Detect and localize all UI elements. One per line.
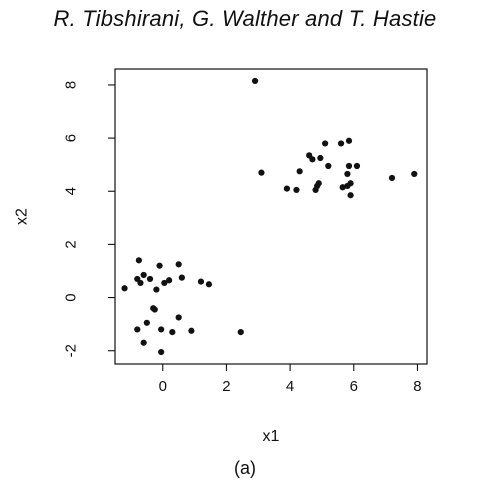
y-tick-label: 2	[63, 240, 80, 248]
data-point	[283, 185, 291, 192]
data-point	[197, 278, 205, 285]
y-axis-title: x2	[14, 208, 31, 225]
x-tick-label: 0	[159, 378, 167, 395]
data-point	[158, 326, 165, 333]
plot-frame	[114, 68, 428, 365]
data-point	[151, 306, 158, 313]
data-point	[347, 192, 354, 199]
x-axis: 0 2 4 6 8	[159, 364, 422, 395]
data-point	[347, 180, 354, 187]
data-point	[388, 174, 396, 182]
y-axis: -2 0 2 4 6 8	[63, 81, 115, 357]
data-point	[251, 77, 259, 85]
data-point	[134, 326, 141, 333]
y-tick-label: 8	[63, 81, 80, 89]
y-tick-label: -2	[63, 344, 80, 357]
data-point	[309, 156, 316, 163]
data-point	[140, 271, 147, 279]
data-point	[411, 170, 418, 178]
data-point	[178, 274, 185, 281]
data-points	[121, 77, 418, 356]
x-axis-title: x1	[263, 428, 280, 445]
author-header: R. Tibshirani, G. Walther and T. Hastie	[53, 6, 437, 31]
data-point	[146, 275, 154, 283]
data-point	[158, 348, 165, 356]
data-point	[188, 327, 195, 334]
data-point	[296, 168, 303, 175]
data-point	[322, 140, 329, 147]
data-point	[169, 329, 176, 336]
y-tick-label: 4	[63, 187, 80, 195]
data-point	[205, 281, 213, 288]
data-point	[344, 170, 351, 178]
data-point	[293, 186, 300, 194]
data-point	[353, 162, 361, 170]
data-point	[140, 339, 147, 346]
data-point	[345, 137, 353, 144]
data-point	[339, 184, 346, 191]
y-tick-label: 6	[63, 134, 80, 142]
data-point	[325, 162, 332, 170]
figure-caption: (a)	[234, 458, 256, 478]
data-point	[137, 279, 144, 287]
data-point	[166, 277, 173, 284]
data-point	[121, 285, 128, 292]
x-tick-label: 6	[350, 378, 358, 395]
data-point	[161, 279, 168, 287]
data-point	[237, 329, 244, 336]
data-point	[345, 162, 353, 170]
data-point	[258, 169, 265, 176]
y-tick-label: 0	[63, 293, 80, 301]
data-point	[175, 314, 182, 321]
data-point	[317, 154, 324, 162]
data-point	[143, 319, 150, 326]
data-point	[175, 261, 182, 268]
x-tick-label: 8	[413, 378, 421, 395]
data-point	[156, 262, 163, 269]
data-point	[153, 286, 160, 293]
data-point	[315, 180, 322, 187]
x-tick-label: 4	[286, 378, 294, 395]
x-tick-label: 2	[222, 378, 230, 395]
data-point	[337, 140, 345, 147]
data-point	[135, 257, 142, 264]
